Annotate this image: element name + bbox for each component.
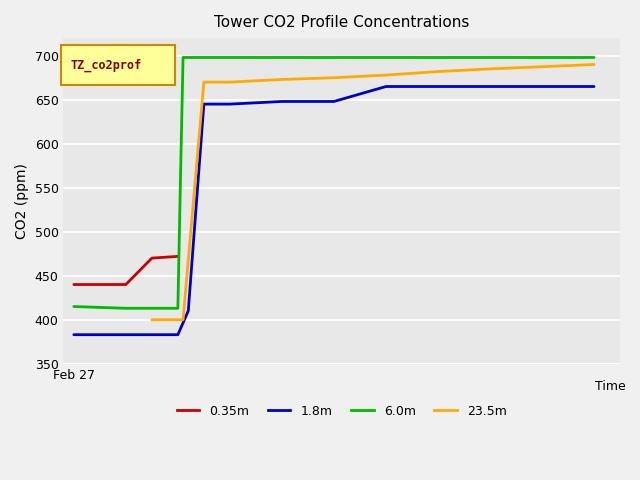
Title: Tower CO2 Profile Concentrations: Tower CO2 Profile Concentrations (214, 15, 469, 30)
Text: TZ_co2prof: TZ_co2prof (70, 59, 141, 72)
Legend: 0.35m, 1.8m, 6.0m, 23.5m: 0.35m, 1.8m, 6.0m, 23.5m (172, 400, 512, 422)
Text: Time: Time (595, 380, 626, 393)
FancyBboxPatch shape (61, 45, 175, 85)
Y-axis label: CO2 (ppm): CO2 (ppm) (15, 163, 29, 239)
